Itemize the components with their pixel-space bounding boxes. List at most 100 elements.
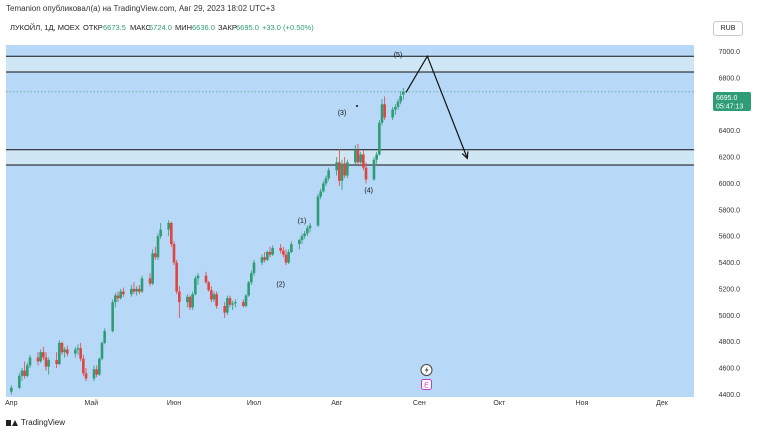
candle-body: [279, 248, 282, 251]
x-axis: Апр Май Июн Июл Авг Сен Окт Ноя Дек: [5, 399, 669, 407]
candle: [188, 295, 192, 310]
wave-label: (4): [364, 188, 373, 195]
y-tick-label: 4600.0: [719, 365, 741, 372]
currency-button[interactable]: RUB: [713, 21, 743, 36]
candle-body: [252, 262, 256, 274]
candle: [100, 341, 104, 361]
candle-body: [210, 290, 213, 300]
candle: [39, 349, 42, 363]
candle: [82, 354, 85, 376]
candle: [63, 346, 66, 358]
earnings-icon[interactable]: E: [421, 379, 432, 390]
y-tick-label: 5400.0: [719, 260, 741, 267]
candle: [42, 346, 45, 361]
x-tick-label: Авг: [331, 400, 342, 407]
y-tick-label: 6400.0: [719, 128, 741, 135]
candle: [10, 385, 13, 395]
candle-body: [135, 288, 138, 292]
candle-body: [346, 162, 349, 176]
candle-body: [114, 295, 117, 303]
candle: [308, 222, 312, 233]
y-tick-label: 5200.0: [719, 286, 741, 293]
candle-body: [175, 262, 178, 292]
candle-body: [92, 369, 96, 379]
candle: [47, 357, 50, 375]
candle: [263, 251, 266, 263]
candle-body: [151, 253, 154, 284]
lightning-icon[interactable]: [420, 364, 433, 376]
candle-body: [111, 302, 114, 332]
candle-body: [23, 370, 26, 376]
candle: [290, 241, 293, 254]
candle: [28, 354, 32, 368]
candle-body: [226, 298, 229, 313]
candle-body: [399, 96, 402, 102]
candle-layer: [10, 87, 405, 395]
candle: [26, 362, 29, 378]
candle: [194, 275, 197, 296]
candle-body: [103, 331, 106, 343]
candle-body: [116, 295, 120, 299]
legend-low-label: МИН: [175, 23, 192, 32]
candle-body: [383, 104, 386, 118]
candle: [231, 300, 234, 310]
candle: [372, 157, 376, 181]
legend-high-value: 6724.0: [149, 23, 172, 32]
zone-layer: [6, 55, 694, 166]
candle: [298, 238, 301, 250]
candle: [343, 157, 346, 179]
y-tick-label: 5000.0: [719, 313, 741, 320]
candle-body: [42, 352, 45, 358]
legend-open-label: ОТКР: [83, 23, 103, 32]
projection-arrowhead: [461, 151, 469, 160]
candle: [223, 302, 226, 318]
candle-body: [39, 352, 42, 362]
legend-symbol: ЛУКОЙЛ, 1Д, MOEX: [10, 23, 80, 32]
candle-body: [380, 104, 384, 123]
candle: [44, 352, 48, 371]
y-tick-label: 5600.0: [719, 234, 741, 241]
candle-body: [303, 233, 306, 237]
candle: [306, 225, 309, 237]
candle-body: [375, 154, 378, 160]
candle-body: [156, 236, 160, 258]
candle-body: [47, 360, 50, 367]
candle: [279, 244, 282, 254]
price-badge: 6695.0 05:47:13: [713, 92, 751, 111]
footer-brand: TradingView: [6, 418, 65, 427]
marker-dot: [356, 105, 358, 107]
candle-body: [122, 291, 125, 295]
candle-body: [119, 291, 122, 299]
candle: [252, 259, 256, 276]
y-tick-label: 5800.0: [719, 207, 741, 214]
legend-open-value: 6673.5: [103, 23, 126, 32]
candle: [354, 145, 357, 165]
candle: [36, 352, 40, 366]
candle: [151, 249, 154, 285]
projection-path: [405, 54, 468, 159]
candle: [135, 286, 138, 296]
candle-body: [402, 91, 405, 95]
footer-brand-label: TradingView: [21, 418, 66, 427]
candle-body: [242, 302, 245, 307]
candle: [79, 342, 82, 362]
candle: [76, 344, 80, 355]
candle-body: [308, 225, 312, 229]
candle: [154, 246, 157, 260]
candle: [178, 286, 181, 318]
candle: [207, 280, 210, 292]
x-tick-label: Ноя: [576, 400, 589, 407]
candle: [111, 299, 114, 333]
candle-body: [100, 342, 104, 359]
candle: [159, 222, 162, 239]
candle: [204, 271, 208, 284]
y-axis: 7000.06800.06600.06400.06200.06000.05800…: [719, 49, 741, 399]
candle: [303, 230, 306, 239]
candle: [340, 159, 344, 191]
candle-body: [391, 109, 394, 118]
candle: [167, 220, 170, 237]
candle: [244, 294, 248, 308]
candle-body: [343, 163, 346, 176]
candle-body: [10, 387, 13, 392]
